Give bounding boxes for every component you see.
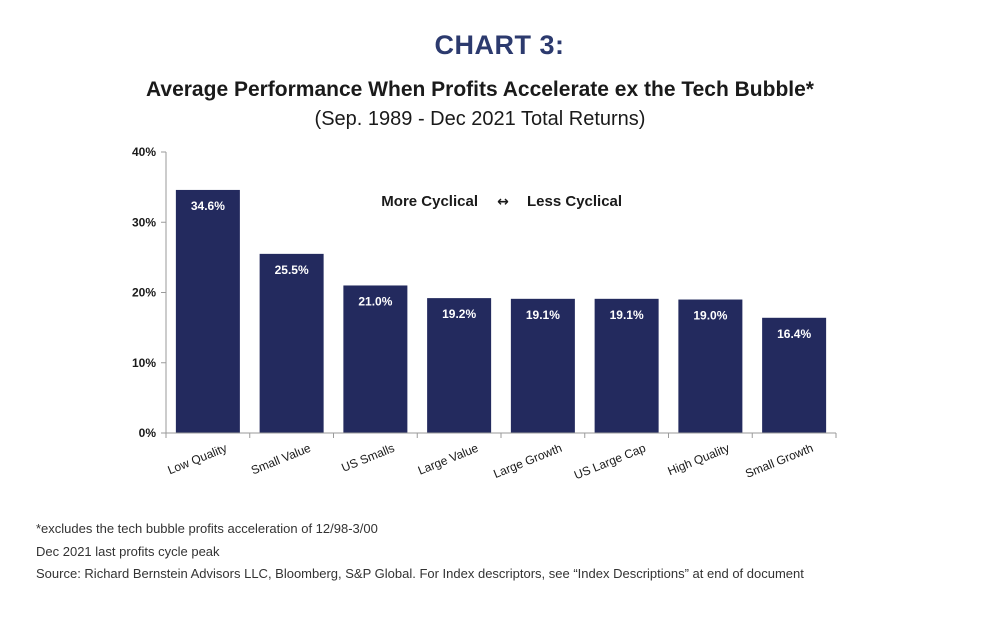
footnote-exclusion: *excludes the tech bubble profits accele… bbox=[36, 521, 378, 536]
bar-value-label: 25.5% bbox=[275, 263, 309, 277]
x-tick-label: Small Growth bbox=[743, 441, 815, 481]
y-tick-label: 0% bbox=[139, 426, 157, 440]
x-tick-label: Large Growth bbox=[491, 441, 564, 481]
bar bbox=[259, 253, 324, 433]
bar bbox=[427, 298, 492, 433]
bar bbox=[510, 298, 575, 433]
bar-value-label: 19.2% bbox=[442, 307, 476, 321]
y-tick-label: 30% bbox=[132, 215, 156, 229]
bar-value-label: 19.1% bbox=[526, 308, 560, 322]
bar-value-label: 19.0% bbox=[693, 309, 727, 323]
bar bbox=[343, 285, 408, 433]
bar-value-label: 21.0% bbox=[358, 294, 392, 308]
footnote-source: Source: Richard Bernstein Advisors LLC, … bbox=[36, 566, 804, 581]
annotation-less-cyclical: Less Cyclical bbox=[527, 193, 622, 210]
double-arrow-icon: ↔ bbox=[497, 194, 509, 210]
bar bbox=[762, 317, 827, 433]
x-tick-label: US Large Cap bbox=[572, 441, 648, 483]
bar-chart: 0% 10% 20% 30% 40% 34.6% 25.5% 21.0% 19.2% 19.1%… bbox=[132, 145, 837, 483]
bar bbox=[594, 298, 659, 433]
cyclical-annotation: More Cyclical ↔ Less Cyclical bbox=[381, 193, 622, 210]
chart-number-label: CHART 3: bbox=[434, 30, 565, 60]
chart-subtitle: (Sep. 1989 - Dec 2021 Total Returns) bbox=[314, 108, 646, 130]
x-tick-label: Large Value bbox=[416, 441, 481, 478]
bar bbox=[175, 189, 240, 433]
bar-value-label: 34.6% bbox=[191, 199, 225, 213]
x-tick-label: US Smalls bbox=[339, 441, 396, 475]
x-tick-label: High Quality bbox=[666, 441, 732, 478]
y-tick-label: 40% bbox=[132, 145, 156, 159]
bar-value-label: 19.1% bbox=[610, 308, 644, 322]
bar bbox=[678, 299, 743, 433]
y-tick-label: 20% bbox=[132, 286, 156, 300]
x-tick-label: Low Quality bbox=[166, 441, 229, 477]
x-tick-label: Small Value bbox=[249, 441, 313, 478]
annotation-more-cyclical: More Cyclical bbox=[381, 193, 478, 210]
bar-value-label: 16.4% bbox=[777, 327, 811, 341]
bars: 34.6% 25.5% 21.0% 19.2% 19.1% 19.1% 19.0% 16.4% bbox=[175, 189, 827, 433]
footnote-cycle-peak: Dec 2021 last profits cycle peak bbox=[36, 544, 220, 559]
y-axis: 0% 10% 20% 30% 40% bbox=[132, 145, 167, 440]
y-tick-label: 10% bbox=[132, 356, 156, 370]
x-axis: Low Quality Small Value US Smalls Large Val… bbox=[165, 432, 837, 483]
chart-title: Average Performance When Profits Acceler… bbox=[146, 78, 814, 101]
